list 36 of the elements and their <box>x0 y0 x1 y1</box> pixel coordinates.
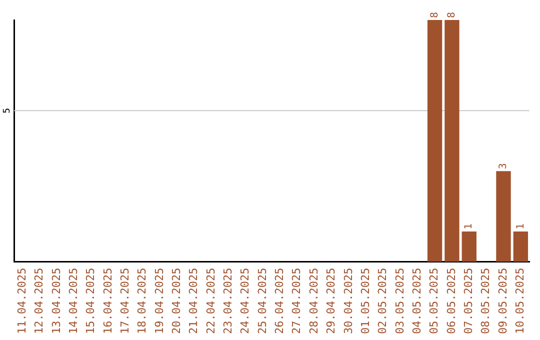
x-tick-label: 30.04.2025 <box>342 268 355 334</box>
x-tick-label: 23.04.2025 <box>222 268 235 334</box>
x-tick-label: 22.04.2025 <box>204 268 218 334</box>
x-tick-label: 20.04.2025 <box>170 268 184 334</box>
x-tick-label: 01.05.2025 <box>358 268 372 334</box>
x-tick-label: 18.04.2025 <box>136 268 149 334</box>
x-tick-label: 02.05.2025 <box>376 268 390 334</box>
x-tick-label: 27.04.2025 <box>290 268 304 334</box>
x-tick-label: 14.04.2025 <box>66 268 80 334</box>
x-tick-label: 28.04.2025 <box>307 268 320 334</box>
x-tick-label: 19.04.2025 <box>152 268 166 334</box>
x-tick-label: 17.04.2025 <box>118 268 132 334</box>
x-tick-label: 21.04.2025 <box>187 268 200 334</box>
data-label: 8 <box>429 12 440 18</box>
x-tick-label: 05.05.2025 <box>428 268 441 334</box>
data-label: 1 <box>464 224 475 230</box>
x-tick-label: 15.04.2025 <box>84 268 98 334</box>
x-tick-label: 11.04.2025 <box>15 268 28 334</box>
ref-line-label: 5 <box>2 108 12 114</box>
x-tick-label: 25.04.2025 <box>256 268 269 334</box>
x-tick-label: 08.05.2025 <box>479 268 492 334</box>
x-tick-label: 10.05.2025 <box>514 268 527 334</box>
x-tick-label: 06.05.2025 <box>444 268 458 334</box>
x-tick-label: 16.04.2025 <box>101 268 114 334</box>
data-label: 8 <box>446 12 458 18</box>
data-label: 1 <box>515 224 526 230</box>
x-tick-label: 03.05.2025 <box>393 268 406 334</box>
x-tick-label: 29.04.2025 <box>324 268 338 334</box>
x-tick-label: 09.05.2025 <box>496 268 510 334</box>
data-label: 3 <box>498 163 510 170</box>
x-tick-label: 13.04.2025 <box>50 268 63 334</box>
x-tick-label: 04.05.2025 <box>410 268 424 334</box>
x-tick-label: 24.04.2025 <box>238 268 252 334</box>
x-tick-label: 07.05.2025 <box>462 268 475 334</box>
x-tick-label: 26.04.2025 <box>273 268 286 334</box>
x-tick-label: 12.04.2025 <box>32 268 46 334</box>
